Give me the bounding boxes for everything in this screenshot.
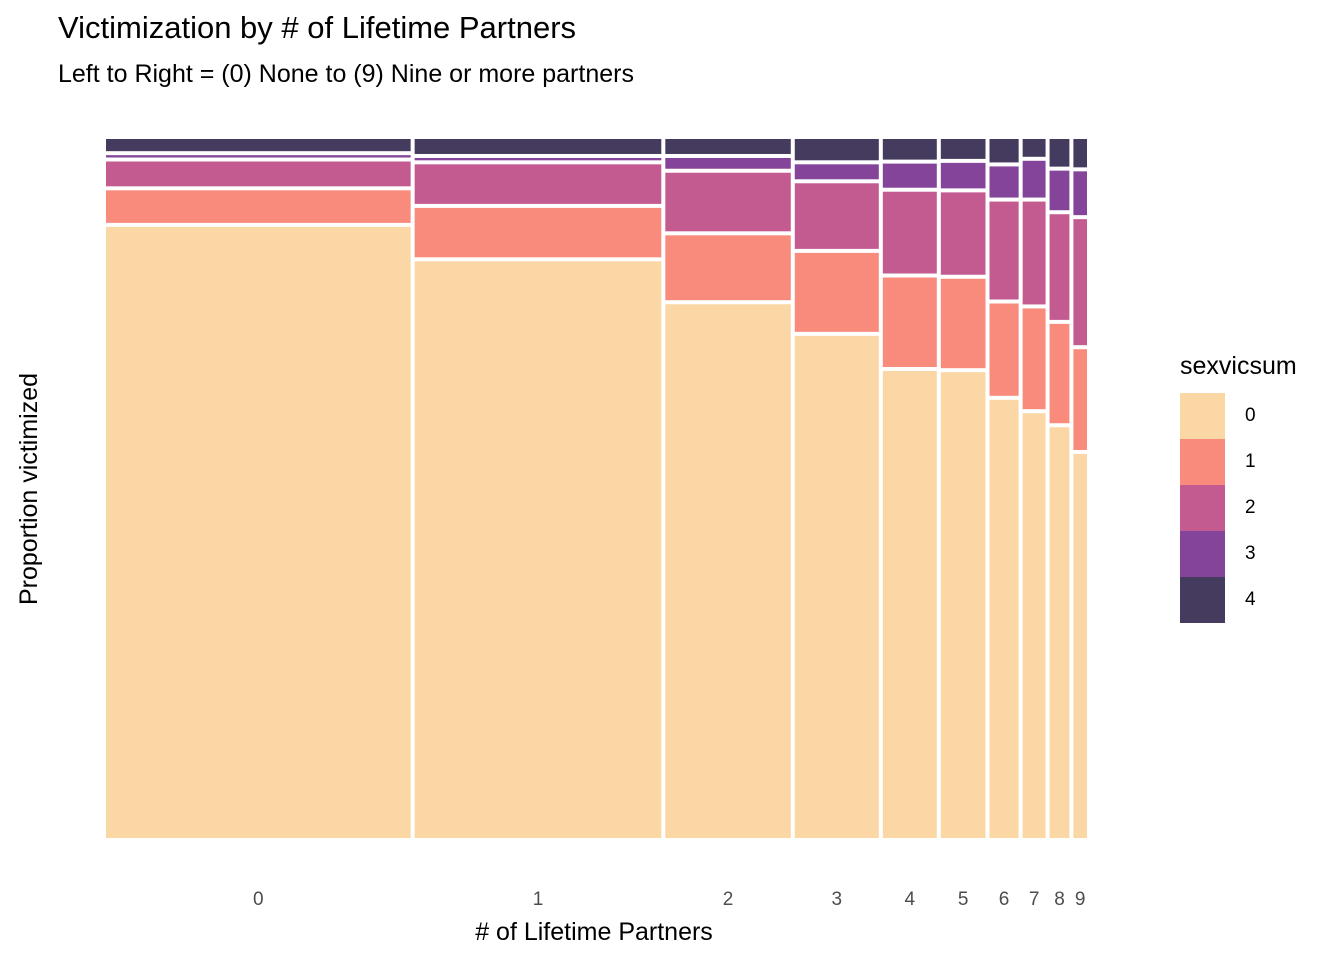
tile-partners-6-sexvicsum-0 xyxy=(989,399,1019,838)
tile-partners-6-sexvicsum-2 xyxy=(989,201,1019,300)
legend-label-2: 2 xyxy=(1245,497,1256,518)
tile-partners-2-sexvicsum-2 xyxy=(665,172,791,232)
tile-partners-5-sexvicsum-2 xyxy=(940,192,986,275)
legend-swatch-1 xyxy=(1180,439,1225,485)
tile-partners-8-sexvicsum-2 xyxy=(1049,214,1070,320)
legend-item-4: 4 xyxy=(1180,577,1297,623)
tile-partners-2-sexvicsum-1 xyxy=(665,235,791,301)
tile-partners-3-sexvicsum-2 xyxy=(794,183,879,249)
chart-subtitle: Left to Right = (0) None to (9) Nine or … xyxy=(58,60,634,88)
tile-partners-4-sexvicsum-3 xyxy=(882,163,937,188)
tile-partners-5-sexvicsum-4 xyxy=(940,139,986,159)
legend-swatch-4 xyxy=(1180,577,1225,623)
tile-partners-3-sexvicsum-3 xyxy=(794,164,879,180)
x-tick-label-1: 1 xyxy=(533,889,544,910)
legend-swatch-2 xyxy=(1180,485,1225,531)
tile-partners-5-sexvicsum-1 xyxy=(940,278,986,369)
tile-partners-6-sexvicsum-1 xyxy=(989,303,1019,396)
tile-partners-0-sexvicsum-0 xyxy=(106,226,411,839)
tile-partners-4-sexvicsum-1 xyxy=(882,277,937,367)
legend-item-1: 1 xyxy=(1180,439,1297,485)
legend-swatch-0 xyxy=(1180,393,1225,439)
tile-partners-7-sexvicsum-0 xyxy=(1022,413,1046,838)
tile-partners-4-sexvicsum-4 xyxy=(882,139,937,160)
x-axis-label: # of Lifetime Partners xyxy=(475,918,713,946)
tile-partners-0-sexvicsum-3 xyxy=(106,155,411,158)
tile-partners-7-sexvicsum-4 xyxy=(1022,139,1046,157)
legend-swatch-3 xyxy=(1180,531,1225,577)
x-tick-label-0: 0 xyxy=(253,889,264,910)
legend-title: sexvicsum xyxy=(1180,352,1297,380)
tile-partners-8-sexvicsum-1 xyxy=(1049,323,1070,424)
tile-partners-5-sexvicsum-0 xyxy=(940,372,986,838)
tile-partners-6-sexvicsum-3 xyxy=(989,166,1019,198)
tile-partners-7-sexvicsum-2 xyxy=(1022,201,1046,305)
tile-partners-7-sexvicsum-3 xyxy=(1022,160,1046,198)
tile-partners-2-sexvicsum-3 xyxy=(665,157,791,169)
tile-partners-9-sexvicsum-3 xyxy=(1073,171,1087,216)
mosaic-tiles xyxy=(106,139,1087,839)
tile-partners-8-sexvicsum-0 xyxy=(1049,427,1070,838)
tile-partners-3-sexvicsum-0 xyxy=(794,335,879,838)
tile-partners-2-sexvicsum-4 xyxy=(665,139,791,154)
tile-partners-3-sexvicsum-1 xyxy=(794,252,879,332)
tile-partners-4-sexvicsum-2 xyxy=(882,191,937,274)
legend-label-0: 0 xyxy=(1245,405,1256,426)
legend: sexvicsum 0 1 2 3 4 xyxy=(1180,352,1297,623)
legend-item-0: 0 xyxy=(1180,393,1297,439)
tile-partners-1-sexvicsum-0 xyxy=(414,261,662,838)
tile-partners-0-sexvicsum-2 xyxy=(106,161,411,187)
tile-partners-1-sexvicsum-3 xyxy=(414,157,662,161)
tile-partners-9-sexvicsum-4 xyxy=(1073,139,1087,168)
legend-item-2: 2 xyxy=(1180,485,1297,531)
x-tick-label-9: 9 xyxy=(1075,889,1086,910)
legend-label-1: 1 xyxy=(1245,451,1256,472)
x-tick-label-7: 7 xyxy=(1029,889,1040,910)
tile-partners-5-sexvicsum-3 xyxy=(940,162,986,189)
tile-partners-4-sexvicsum-0 xyxy=(882,370,937,838)
x-tick-label-6: 6 xyxy=(999,889,1010,910)
tile-partners-1-sexvicsum-4 xyxy=(414,139,662,154)
tile-partners-8-sexvicsum-4 xyxy=(1049,139,1070,167)
x-tick-label-8: 8 xyxy=(1054,889,1065,910)
tile-partners-3-sexvicsum-4 xyxy=(794,139,879,161)
legend-item-3: 3 xyxy=(1180,531,1297,577)
x-tick-label-4: 4 xyxy=(905,889,916,910)
tile-partners-8-sexvicsum-3 xyxy=(1049,170,1070,211)
tile-partners-0-sexvicsum-1 xyxy=(106,190,411,223)
x-tick-label-3: 3 xyxy=(832,889,843,910)
tile-partners-7-sexvicsum-1 xyxy=(1022,308,1046,410)
x-tick-label-5: 5 xyxy=(958,889,969,910)
tile-partners-1-sexvicsum-1 xyxy=(414,207,662,258)
x-tick-label-2: 2 xyxy=(723,889,734,910)
tile-partners-9-sexvicsum-1 xyxy=(1073,349,1087,450)
tile-partners-1-sexvicsum-2 xyxy=(414,164,662,204)
legend-label-3: 3 xyxy=(1245,543,1256,564)
tile-partners-2-sexvicsum-0 xyxy=(665,304,791,839)
chart-title: Victimization by # of Lifetime Partners xyxy=(58,10,577,45)
legend-label-4: 4 xyxy=(1245,589,1256,610)
tile-partners-6-sexvicsum-4 xyxy=(989,139,1019,163)
tile-partners-0-sexvicsum-4 xyxy=(106,139,411,152)
tile-partners-9-sexvicsum-0 xyxy=(1073,453,1087,838)
tile-partners-9-sexvicsum-2 xyxy=(1073,219,1087,346)
y-axis-label: Proportion victimized xyxy=(15,373,43,605)
